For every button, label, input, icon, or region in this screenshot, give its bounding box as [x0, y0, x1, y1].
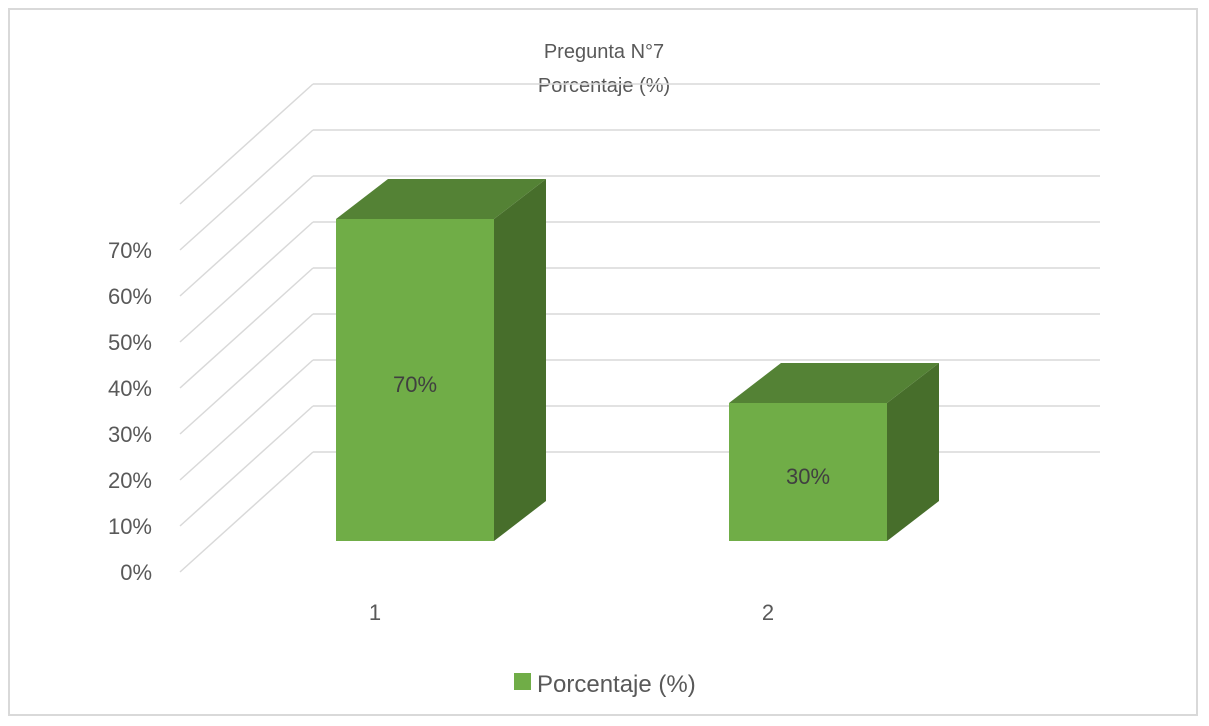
chart-frame — [8, 8, 1198, 716]
y-tick-label: 30% — [108, 422, 152, 447]
gridline-diagonal — [179, 175, 314, 297]
y-tick-label: 20% — [108, 468, 152, 493]
gridline-diagonal — [179, 405, 314, 527]
bar-1: 70% — [336, 179, 546, 541]
y-tick-label: 70% — [108, 238, 152, 263]
chart-title: Pregunta N°7 — [544, 41, 664, 63]
gridline-diagonal — [179, 267, 314, 389]
chart-subtitle: Porcentaje (%) — [538, 75, 670, 97]
data-label: 70% — [393, 372, 437, 397]
bar-top — [336, 179, 546, 219]
bar-side — [887, 363, 939, 541]
x-category-label: 1 — [369, 600, 381, 625]
y-tick-label: 0% — [120, 560, 152, 585]
bar-side — [494, 179, 546, 541]
y-tick-label: 10% — [108, 514, 152, 539]
data-label: 30% — [786, 464, 830, 489]
x-category-label: 2 — [762, 600, 774, 625]
bar-top — [729, 363, 939, 403]
y-tick-label: 40% — [108, 376, 152, 401]
legend-label: Porcentaje (%) — [537, 671, 696, 698]
gridline-diagonal — [179, 313, 314, 435]
bars: 70% 30% — [336, 179, 939, 541]
gridline-diagonal — [179, 221, 314, 343]
y-tick-label: 50% — [108, 330, 152, 355]
gridlines — [179, 83, 1100, 573]
bar-front — [729, 403, 887, 541]
bar-front — [336, 219, 494, 541]
gridline-diagonal — [179, 359, 314, 481]
y-tick-label: 60% — [108, 284, 152, 309]
legend: Porcentaje (%) — [514, 671, 696, 698]
gridline-diagonal — [179, 83, 314, 205]
y-axis-ticks: 0% 10% 20% 30% 40% 50% 60% 70% — [108, 238, 152, 585]
bar-2: 30% — [729, 363, 939, 541]
gridline-diagonal — [179, 451, 314, 573]
legend-swatch — [514, 673, 531, 690]
gridline-diagonal — [179, 129, 314, 251]
